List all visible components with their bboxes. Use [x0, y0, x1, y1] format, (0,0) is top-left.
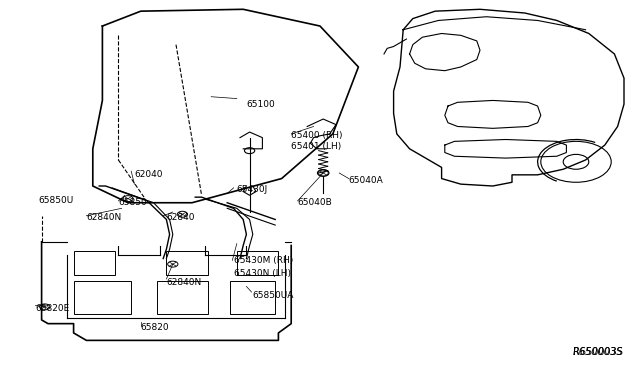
Text: 65850U: 65850U — [38, 196, 74, 205]
Text: 62040: 62040 — [134, 170, 163, 179]
Text: 65430J: 65430J — [237, 185, 268, 194]
Text: 65820E: 65820E — [35, 304, 70, 313]
Circle shape — [168, 261, 178, 267]
Bar — [74, 281, 131, 314]
Bar — [230, 281, 275, 314]
Bar — [166, 251, 208, 275]
Text: 62840: 62840 — [166, 213, 195, 222]
Text: 65850: 65850 — [118, 198, 147, 207]
Circle shape — [177, 211, 188, 217]
Text: 62840N: 62840N — [86, 213, 122, 222]
Text: 65430M (RH): 65430M (RH) — [234, 256, 293, 265]
Text: 65820: 65820 — [141, 323, 170, 332]
Bar — [74, 251, 115, 275]
Text: 65850UA: 65850UA — [253, 291, 294, 300]
Text: 65100: 65100 — [246, 100, 275, 109]
Text: 65040A: 65040A — [349, 176, 383, 185]
Text: 65430N (LH): 65430N (LH) — [234, 269, 291, 278]
Text: 62840N: 62840N — [166, 278, 202, 287]
Bar — [157, 281, 208, 314]
Bar — [237, 251, 278, 275]
Text: 65400 (RH): 65400 (RH) — [291, 131, 342, 140]
Text: 65040B: 65040B — [298, 198, 332, 207]
Text: 65401 (LH): 65401 (LH) — [291, 142, 342, 151]
Circle shape — [318, 170, 328, 176]
Circle shape — [40, 304, 50, 310]
Circle shape — [123, 196, 133, 202]
Text: R650003S: R650003S — [573, 347, 623, 356]
Text: R650003S: R650003S — [573, 347, 623, 356]
